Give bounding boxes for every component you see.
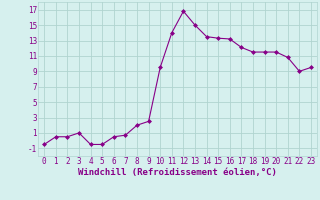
X-axis label: Windchill (Refroidissement éolien,°C): Windchill (Refroidissement éolien,°C) — [78, 168, 277, 177]
